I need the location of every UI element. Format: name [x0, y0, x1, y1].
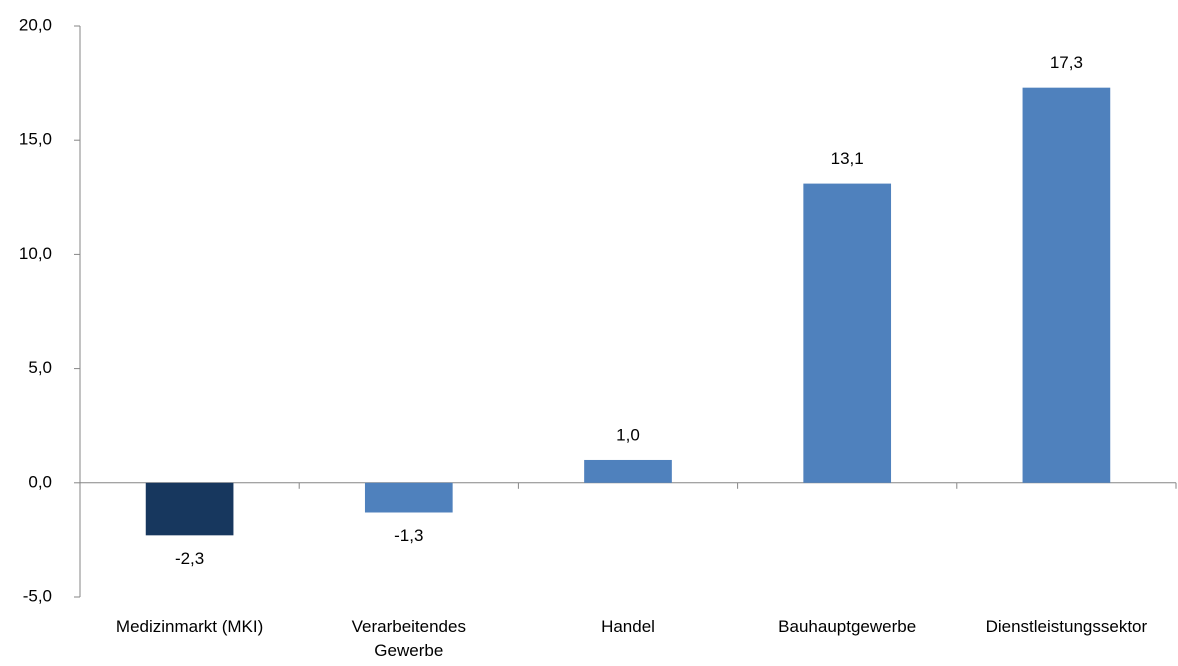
- y-tick-label: 15,0: [19, 130, 52, 149]
- data-label: 13,1: [831, 149, 864, 168]
- y-tick-label: 0,0: [28, 472, 52, 491]
- x-tick-label-box: Dienstleistungssektor: [981, 615, 1151, 639]
- x-tick-label: Medizinmarkt (MKI): [115, 617, 264, 636]
- data-label: -2,3: [175, 549, 204, 568]
- y-tick-label: 5,0: [28, 358, 52, 377]
- data-label: -1,3: [394, 526, 423, 545]
- data-label: 1,0: [616, 425, 640, 444]
- x-tick-label: Bauhauptgewerbe: [778, 617, 917, 636]
- x-tick-label: Verarbeitendes Gewerbe: [351, 617, 466, 660]
- bar: [145, 482, 234, 536]
- x-tick-label-box: Medizinmarkt (MKI): [105, 615, 275, 639]
- bar: [584, 459, 672, 483]
- x-tick-label-box: Handel: [543, 615, 713, 639]
- bar: [1022, 87, 1111, 483]
- data-label: 17,3: [1050, 53, 1083, 72]
- bar: [803, 183, 892, 483]
- x-tick-label-box: Bauhauptgewerbe: [762, 615, 932, 639]
- y-tick-label: 20,0: [19, 15, 52, 34]
- x-tick-label-box: Verarbeitendes Gewerbe: [324, 615, 494, 663]
- bar: [364, 482, 453, 513]
- x-tick-label: Dienstleistungssektor: [985, 617, 1148, 636]
- y-tick-label: 10,0: [19, 244, 52, 263]
- y-tick-label: -5,0: [23, 586, 52, 605]
- x-tick-label: Handel: [601, 617, 655, 636]
